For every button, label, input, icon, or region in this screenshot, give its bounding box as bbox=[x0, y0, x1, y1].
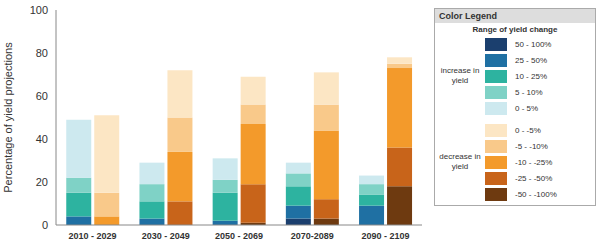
svg-text:20: 20 bbox=[36, 176, 48, 188]
svg-text:2010 - 2029: 2010 - 2029 bbox=[69, 231, 117, 241]
svg-text:100: 100 bbox=[30, 4, 48, 16]
svg-text:80: 80 bbox=[36, 47, 48, 59]
html-text:25 - 50%: 25 - 50% bbox=[515, 55, 547, 65]
svg-text:Percentage of yield projection: Percentage of yield projections bbox=[8, 42, 14, 193]
html-text:-25 - -50%: -25 - -50% bbox=[515, 173, 553, 183]
svg-text:60: 60 bbox=[36, 90, 48, 102]
html-text:Color Legend: Color Legend bbox=[439, 11, 497, 21]
svg-text:2030 - 2049: 2030 - 2049 bbox=[142, 231, 190, 241]
html-text:0 - -5%: 0 - -5% bbox=[515, 125, 541, 135]
html-text:-10 - -25%: -10 - -25% bbox=[515, 157, 553, 167]
html-text:Range of yield change: Range of yield change bbox=[472, 25, 558, 34]
html-text:decrease in yield: decrease in yield bbox=[439, 152, 481, 171]
svg-text:2090 - 2109: 2090 - 2109 bbox=[361, 231, 409, 241]
html-text:10 - 25%: 10 - 25% bbox=[515, 71, 547, 81]
svg-text:2050 - 2069: 2050 - 2069 bbox=[215, 231, 263, 241]
html-text:50 - 100%: 50 - 100% bbox=[515, 39, 552, 49]
html-text:0 - 5%: 0 - 5% bbox=[515, 103, 539, 113]
html-text:5 - 10%: 5 - 10% bbox=[515, 87, 543, 97]
svg-text:2070-2089: 2070-2089 bbox=[291, 231, 334, 241]
svg-text:0: 0 bbox=[42, 219, 48, 231]
html-text:increase in yield: increase in yield bbox=[440, 66, 480, 85]
html-text:-5 - -10%: -5 - -10% bbox=[515, 141, 548, 151]
html-text:-50 - -100%: -50 - -100% bbox=[515, 189, 557, 199]
svg-text:40: 40 bbox=[36, 133, 48, 145]
